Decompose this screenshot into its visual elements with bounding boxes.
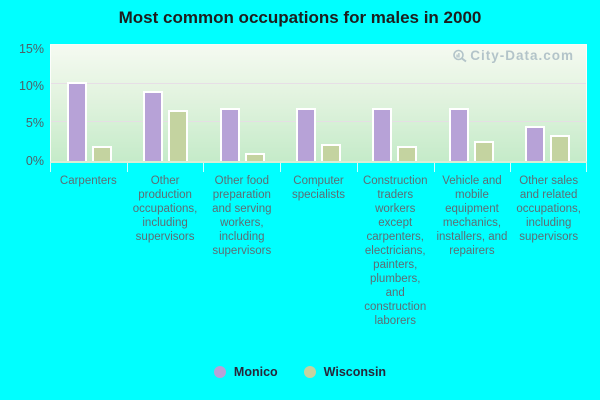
x-tick bbox=[433, 163, 435, 172]
x-tick bbox=[586, 163, 587, 172]
y-tick-label: 0% bbox=[25, 154, 44, 168]
x-axis-ticks bbox=[50, 163, 587, 172]
category-label: Other sales and related occupations, inc… bbox=[516, 175, 581, 243]
magnifier-icon bbox=[452, 49, 468, 63]
y-tick-label: 10% bbox=[18, 79, 44, 93]
watermark: City-Data.com bbox=[452, 48, 574, 63]
bar-group bbox=[280, 45, 356, 161]
bar-monico[interactable] bbox=[219, 107, 240, 161]
legend: Monico Wisconsin bbox=[0, 365, 600, 379]
bar-wisconsin[interactable] bbox=[397, 145, 418, 161]
category-label: Vehicle and mobile equipment mechanics, … bbox=[436, 175, 508, 257]
bar-groups bbox=[51, 45, 586, 161]
bar-wisconsin[interactable] bbox=[473, 140, 494, 161]
legend-label: Wisconsin bbox=[323, 365, 387, 379]
bar-wisconsin[interactable] bbox=[320, 144, 341, 161]
category-labels: Carpenters Other production occupations, … bbox=[50, 174, 587, 328]
category-label: Computer specialists bbox=[291, 175, 346, 201]
bar-monico[interactable] bbox=[372, 107, 393, 161]
legend-label: Monico bbox=[233, 365, 278, 379]
watermark-text: City-Data.com bbox=[470, 48, 574, 63]
x-tick bbox=[510, 163, 512, 172]
legend-item-wisconsin: Wisconsin bbox=[303, 365, 387, 379]
bar-wisconsin[interactable] bbox=[550, 135, 571, 161]
bar-group bbox=[433, 45, 509, 161]
gridline-5pct bbox=[51, 121, 586, 123]
x-tick bbox=[126, 163, 128, 172]
bar-group bbox=[204, 45, 280, 161]
category-label: Other production occupations, including … bbox=[132, 175, 198, 243]
legend-marker-wisconsin bbox=[303, 366, 316, 378]
bar-group bbox=[510, 45, 586, 161]
bar-group bbox=[357, 45, 433, 161]
bar-group bbox=[51, 45, 127, 161]
bar-monico[interactable] bbox=[143, 90, 164, 161]
chart-title: Most common occupations for males in 200… bbox=[118, 8, 482, 27]
x-tick bbox=[50, 163, 51, 172]
bar-group bbox=[127, 45, 203, 161]
bar-monico[interactable] bbox=[525, 126, 546, 161]
legend-item-monico: Monico bbox=[213, 365, 278, 379]
bar-monico[interactable] bbox=[448, 107, 469, 161]
y-tick-label: 5% bbox=[25, 116, 44, 130]
bar-monico[interactable] bbox=[295, 107, 316, 161]
bar-monico[interactable] bbox=[66, 82, 87, 161]
x-tick bbox=[280, 163, 282, 172]
category-label: Carpenters bbox=[59, 175, 117, 187]
gridline-10pct bbox=[51, 82, 586, 84]
plot-area: City-Data.com bbox=[50, 44, 587, 163]
bar-wisconsin[interactable] bbox=[168, 109, 189, 161]
y-tick-label: 15% bbox=[18, 42, 44, 56]
bar-wisconsin[interactable] bbox=[244, 153, 265, 161]
category-label: Construction traders workers except carp… bbox=[362, 175, 428, 327]
bar-wisconsin[interactable] bbox=[91, 145, 112, 161]
x-tick bbox=[356, 163, 358, 172]
category-label: Other food preparation and serving worke… bbox=[212, 175, 272, 257]
x-tick bbox=[203, 163, 205, 172]
legend-marker-monico bbox=[213, 366, 226, 378]
